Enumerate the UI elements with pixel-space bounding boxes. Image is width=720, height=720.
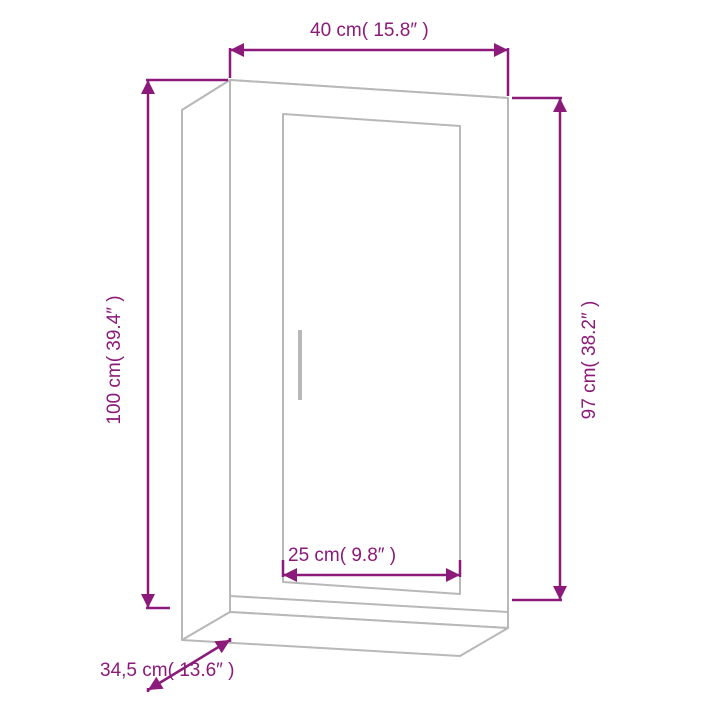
dim-depth: 34,5 cm( 13.6″ ) bbox=[100, 660, 235, 682]
dim-height-left: 100 cm( 39.4″ ) bbox=[104, 295, 126, 424]
dim-door-width: 25 cm( 9.8″ ) bbox=[288, 545, 396, 567]
dim-width-top: 40 cm( 15.8″ ) bbox=[310, 20, 429, 42]
dim-height-right: 97 cm( 38.2″ ) bbox=[579, 301, 601, 420]
cabinet-door bbox=[283, 114, 460, 594]
